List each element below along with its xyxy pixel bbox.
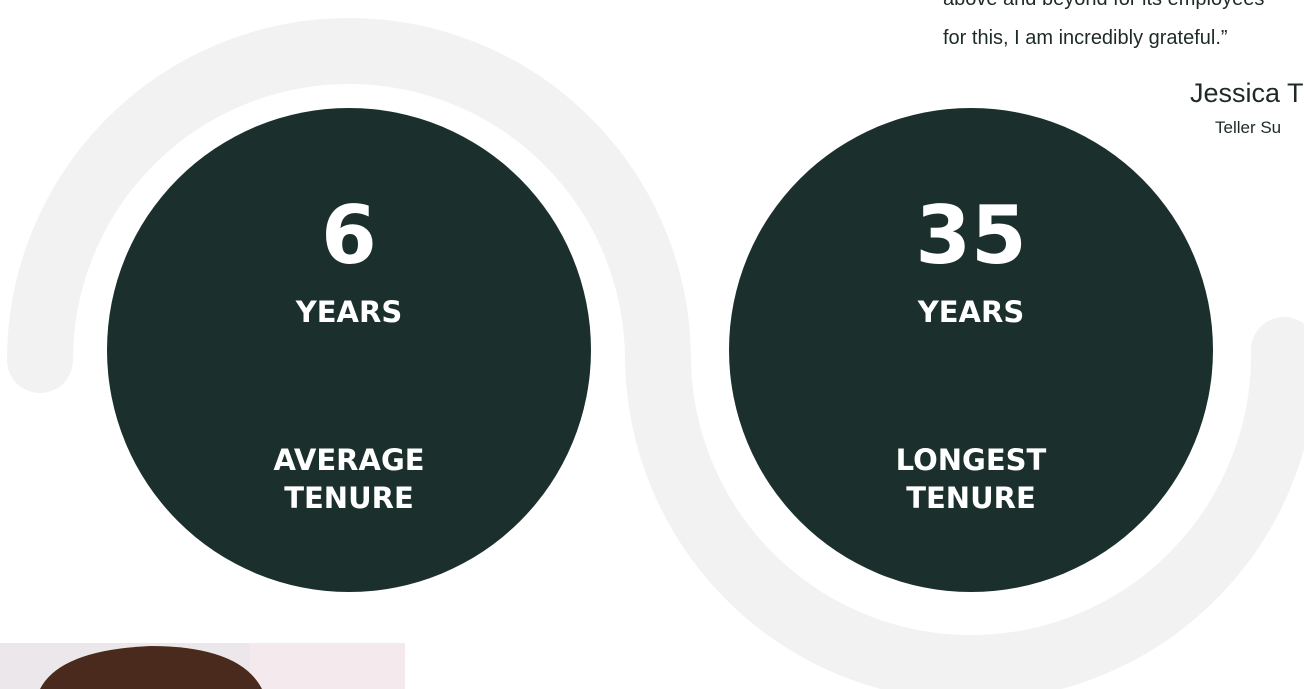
stat-unit: YEARS: [149, 298, 549, 327]
stat-circle: [107, 108, 591, 592]
stat-unit: YEARS: [771, 298, 1171, 327]
stat-label: AVERAGE: [149, 446, 549, 475]
stat-label: TENURE: [771, 484, 1171, 513]
stat-circle: [729, 108, 1213, 592]
stat-number: 6: [149, 196, 549, 276]
background: [0, 0, 1304, 689]
page: above and beyond for its employees for t…: [0, 0, 1304, 689]
quote-role: Teller Su: [1215, 118, 1281, 138]
quote-author: Jessica T: [1190, 78, 1304, 109]
quote-line: for this, I am incredibly grateful.”: [943, 27, 1228, 50]
stat-label: TENURE: [149, 484, 549, 513]
stat-label: LONGEST: [771, 446, 1171, 475]
stat-number: 35: [771, 196, 1171, 276]
photo: [0, 643, 405, 689]
quote-line: above and beyond for its employees: [943, 0, 1264, 11]
